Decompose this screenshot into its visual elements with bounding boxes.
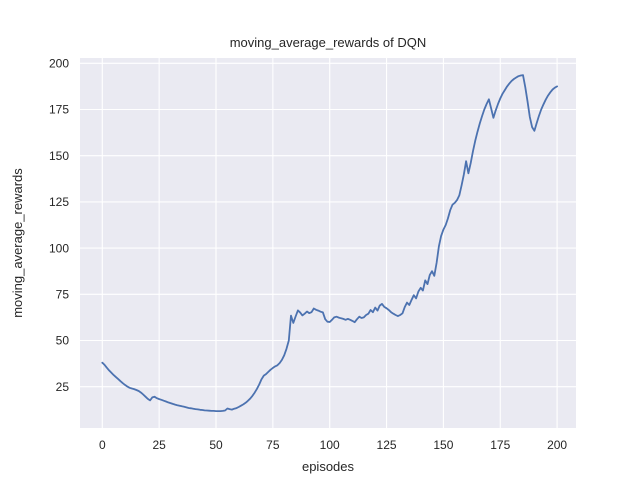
y-tick-label: 125	[49, 195, 69, 209]
x-tick-label: 50	[209, 438, 223, 452]
y-tick-label: 150	[49, 149, 69, 163]
y-tick-label: 75	[56, 288, 70, 302]
y-tick-label: 50	[56, 334, 70, 348]
x-tick-label: 125	[377, 438, 397, 452]
gridlines	[80, 58, 576, 428]
y-axis-label: moving_average_rewards	[10, 168, 25, 318]
x-tick-label: 25	[152, 438, 166, 452]
dqn-series-line	[101, 74, 558, 412]
x-tick-label: 175	[490, 438, 510, 452]
y-tick-label: 200	[49, 57, 69, 71]
x-axis-label: episodes	[302, 459, 355, 474]
x-tick-label: 200	[547, 438, 567, 452]
y-tick-label: 175	[49, 103, 69, 117]
x-tick-labels: 0 25 50 75 100 125 150 175 200	[99, 438, 567, 452]
x-tick-label: 0	[99, 438, 106, 452]
x-tick-label: 100	[320, 438, 340, 452]
chart-title: moving_average_rewards of DQN	[230, 35, 427, 50]
x-tick-label: 75	[266, 438, 280, 452]
x-tick-label: 150	[433, 438, 453, 452]
plot-area	[80, 58, 576, 428]
y-tick-labels: 25 50 75 100 125 150 175 200	[49, 57, 69, 394]
y-tick-label: 25	[56, 380, 70, 394]
y-tick-label: 100	[49, 241, 69, 255]
